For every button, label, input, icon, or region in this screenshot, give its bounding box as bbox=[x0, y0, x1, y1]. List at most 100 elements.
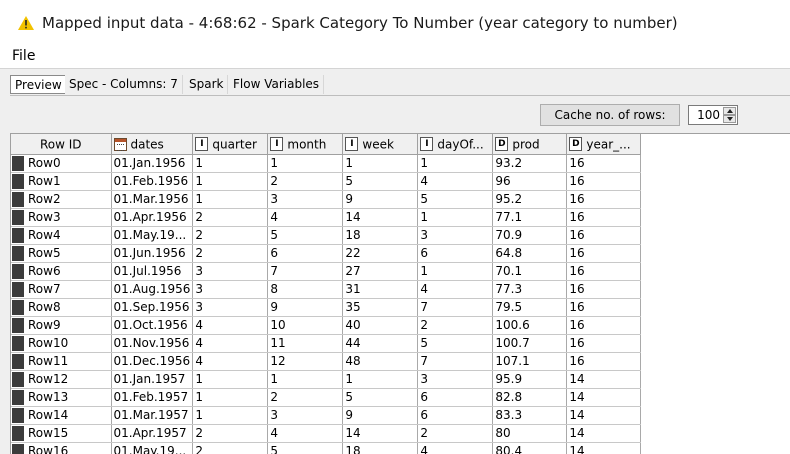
cache-rows-spinner[interactable]: 100 bbox=[688, 105, 738, 125]
row-id-cell[interactable]: Row15 bbox=[11, 425, 111, 443]
tab-spec[interactable]: Spec - Columns: 7 bbox=[65, 75, 183, 94]
table-cell[interactable]: 1 bbox=[343, 371, 418, 389]
table-cell[interactable]: 95.2 bbox=[493, 191, 567, 209]
table-cell[interactable]: 14 bbox=[567, 407, 641, 425]
table-cell[interactable]: 8 bbox=[268, 281, 343, 299]
tab-preview[interactable]: Preview bbox=[10, 75, 67, 94]
table-cell[interactable]: 16 bbox=[567, 155, 641, 173]
row-id-cell[interactable]: Row3 bbox=[11, 209, 111, 227]
table-cell[interactable]: 16 bbox=[567, 317, 641, 335]
table-cell[interactable]: 01.Jan.1957 bbox=[111, 371, 193, 389]
table-cell[interactable]: 3 bbox=[193, 263, 268, 281]
table-cell[interactable]: 35 bbox=[343, 299, 418, 317]
table-cell[interactable]: 01.Mar.1956 bbox=[111, 191, 193, 209]
table-cell[interactable]: 70.1 bbox=[493, 263, 567, 281]
spinner-down-icon[interactable] bbox=[723, 115, 736, 123]
table-cell[interactable]: 2 bbox=[193, 227, 268, 245]
table-cell[interactable]: 7 bbox=[418, 299, 493, 317]
table-cell[interactable]: 12 bbox=[268, 353, 343, 371]
table-cell[interactable]: 3 bbox=[268, 191, 343, 209]
table-cell[interactable]: 77.1 bbox=[493, 209, 567, 227]
table-cell[interactable]: 107.1 bbox=[493, 353, 567, 371]
table-cell[interactable]: 2 bbox=[418, 317, 493, 335]
table-cell[interactable]: 6 bbox=[418, 407, 493, 425]
row-id-cell[interactable]: Row12 bbox=[11, 371, 111, 389]
table-cell[interactable]: 83.3 bbox=[493, 407, 567, 425]
table-cell[interactable]: 82.8 bbox=[493, 389, 567, 407]
table-cell[interactable]: 80 bbox=[493, 425, 567, 443]
column-header-1[interactable]: dates bbox=[111, 134, 193, 155]
table-cell[interactable]: 01.Oct.1956 bbox=[111, 317, 193, 335]
table-cell[interactable]: 1 bbox=[193, 155, 268, 173]
table-cell[interactable]: 5 bbox=[418, 335, 493, 353]
table-cell[interactable]: 18 bbox=[343, 443, 418, 454]
row-id-cell[interactable]: Row16 bbox=[11, 443, 111, 454]
table-cell[interactable]: 01.Aug.1956 bbox=[111, 281, 193, 299]
table-cell[interactable]: 9 bbox=[268, 299, 343, 317]
column-header-0[interactable]: Row ID bbox=[11, 134, 111, 155]
table-cell[interactable]: 01.Sep.1956 bbox=[111, 299, 193, 317]
table-cell[interactable]: 01.May.19... bbox=[111, 227, 193, 245]
table-cell[interactable]: 4 bbox=[268, 425, 343, 443]
table-cell[interactable]: 1 bbox=[418, 209, 493, 227]
table-cell[interactable]: 4 bbox=[193, 317, 268, 335]
table-cell[interactable]: 7 bbox=[268, 263, 343, 281]
table-cell[interactable]: 1 bbox=[193, 173, 268, 191]
table-cell[interactable]: 7 bbox=[418, 353, 493, 371]
table-cell[interactable]: 5 bbox=[268, 227, 343, 245]
row-id-cell[interactable]: Row2 bbox=[11, 191, 111, 209]
row-id-cell[interactable]: Row8 bbox=[11, 299, 111, 317]
table-cell[interactable]: 100.6 bbox=[493, 317, 567, 335]
table-cell[interactable]: 2 bbox=[193, 443, 268, 454]
table-cell[interactable]: 5 bbox=[418, 191, 493, 209]
table-cell[interactable]: 79.5 bbox=[493, 299, 567, 317]
table-cell[interactable]: 4 bbox=[268, 209, 343, 227]
table-cell[interactable]: 3 bbox=[268, 407, 343, 425]
table-cell[interactable]: 16 bbox=[567, 191, 641, 209]
table-cell[interactable]: 4 bbox=[418, 173, 493, 191]
row-id-cell[interactable]: Row10 bbox=[11, 335, 111, 353]
table-cell[interactable]: 95.9 bbox=[493, 371, 567, 389]
table-cell[interactable]: 01.May.19... bbox=[111, 443, 193, 454]
tab-spark[interactable]: Spark bbox=[185, 75, 228, 94]
row-id-cell[interactable]: Row0 bbox=[11, 155, 111, 173]
table-cell[interactable]: 01.Jun.1956 bbox=[111, 245, 193, 263]
table-cell[interactable]: 14 bbox=[567, 425, 641, 443]
table-cell[interactable]: 18 bbox=[343, 227, 418, 245]
table-cell[interactable]: 9 bbox=[343, 191, 418, 209]
table-cell[interactable]: 4 bbox=[193, 353, 268, 371]
table-cell[interactable]: 3 bbox=[193, 299, 268, 317]
row-id-cell[interactable]: Row5 bbox=[11, 245, 111, 263]
table-cell[interactable]: 40 bbox=[343, 317, 418, 335]
table-cell[interactable]: 14 bbox=[567, 371, 641, 389]
table-cell[interactable]: 16 bbox=[567, 263, 641, 281]
table-cell[interactable]: 16 bbox=[567, 335, 641, 353]
table-cell[interactable]: 01.Jan.1956 bbox=[111, 155, 193, 173]
table-cell[interactable]: 22 bbox=[343, 245, 418, 263]
table-cell[interactable]: 6 bbox=[268, 245, 343, 263]
table-cell[interactable]: 10 bbox=[268, 317, 343, 335]
table-cell[interactable]: 3 bbox=[193, 281, 268, 299]
table-cell[interactable]: 3 bbox=[418, 227, 493, 245]
tab-flow-variables[interactable]: Flow Variables bbox=[229, 75, 324, 94]
table-cell[interactable]: 16 bbox=[567, 299, 641, 317]
cache-rows-button[interactable]: Cache no. of rows: bbox=[540, 104, 680, 126]
table-cell[interactable]: 96 bbox=[493, 173, 567, 191]
table-cell[interactable]: 31 bbox=[343, 281, 418, 299]
table-cell[interactable]: 6 bbox=[418, 389, 493, 407]
cache-rows-value[interactable]: 100 bbox=[697, 108, 720, 122]
table-cell[interactable]: 64.8 bbox=[493, 245, 567, 263]
row-id-cell[interactable]: Row9 bbox=[11, 317, 111, 335]
